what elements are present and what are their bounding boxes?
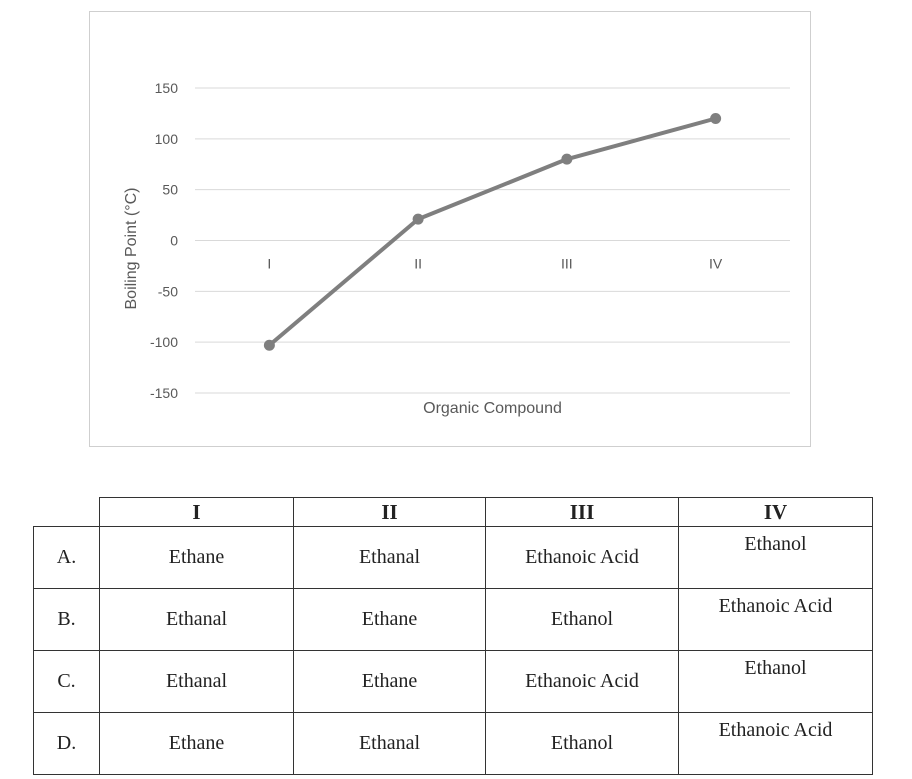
x-tick-label: II [414,256,422,272]
option-label: A. [33,526,100,589]
table-cell: Ethanol [485,712,679,775]
table-cell: Ethanol [678,526,873,589]
option-label: B. [33,588,100,651]
y-tick-label: 100 [155,131,179,147]
y-tick-label: -50 [158,283,178,299]
table-header-row: I II III IV [33,497,873,527]
table-cell: Ethane [293,588,486,651]
x-tick-label: IV [709,256,723,272]
y-tick-label: -150 [150,385,178,401]
table-cell: Ethanoic Acid [678,588,873,651]
table-cell: Ethanoic Acid [678,712,873,775]
y-axis-title: Boiling Point (°C) [123,188,140,310]
table-cell: Ethane [99,526,294,589]
table-row: D. Ethane Ethanal Ethanol Ethanoic Acid [33,712,873,775]
data-point [561,153,573,165]
table-cell: Ethanal [99,650,294,713]
table-header-cell: IV [678,497,873,527]
y-tick-label: 150 [155,80,179,96]
x-axis-title: Organic Compound [423,400,562,417]
table-header-cell: III [485,497,679,527]
x-tick-label: I [267,256,271,272]
table-cell: Ethanal [293,526,486,589]
table-row: B. Ethanal Ethane Ethanol Ethanoic Acid [33,588,873,651]
table-cell: Ethanoic Acid [485,650,679,713]
table-cell: Ethane [293,650,486,713]
table-cell: Ethanol [485,588,679,651]
answer-options-table: I II III IV A. Ethane Ethanal Ethanoic A… [33,497,873,775]
y-tick-label: 50 [162,182,178,198]
table-cell: Ethanal [293,712,486,775]
table-cell: Ethanoic Acid [485,526,679,589]
data-point [710,113,722,124]
table-cell: Ethanol [678,650,873,713]
option-label: D. [33,712,100,775]
table-row: A. Ethane Ethanal Ethanoic Acid Ethanol [33,526,873,589]
y-tick-label: -100 [150,334,178,350]
table-row: C. Ethanal Ethane Ethanoic Acid Ethanol [33,650,873,713]
data-point [263,339,275,351]
table-cell: Ethane [99,712,294,775]
data-point [412,213,424,225]
table-cell: Ethanal [99,588,294,651]
option-label: C. [33,650,100,713]
boiling-point-chart: 150 100 50 0 -50 -100 -150 I II III IV Boiling Poin… [89,11,811,447]
table-header-cell: II [293,497,486,527]
y-tick-label: 0 [170,233,178,249]
table-corner-cell [33,497,100,527]
series-line [267,116,718,348]
table-header-cell: I [99,497,294,527]
x-tick-label: III [561,256,573,272]
